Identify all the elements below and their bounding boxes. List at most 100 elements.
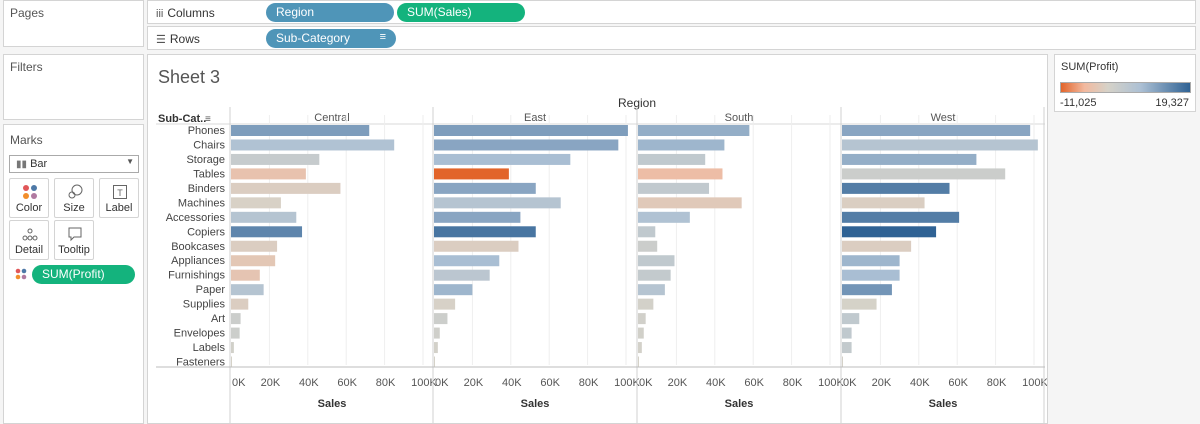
x-tick-label: 0K bbox=[232, 377, 246, 389]
x-axis-title: Sales bbox=[521, 398, 550, 410]
mark-type-select[interactable]: ▮▮ Bar ▼ bbox=[9, 155, 139, 173]
rows-icon: ☰ bbox=[156, 34, 166, 46]
pages-card[interactable]: Pages bbox=[3, 0, 144, 47]
x-tick-label: 100K bbox=[1022, 377, 1047, 389]
bar-art bbox=[638, 313, 646, 325]
bar-labels bbox=[231, 342, 234, 354]
label-button[interactable]: T Label bbox=[99, 178, 139, 218]
bar-fasteners bbox=[638, 356, 639, 368]
category-label: Paper bbox=[196, 284, 226, 296]
bar-paper bbox=[842, 284, 892, 296]
x-tick-label: 0K bbox=[639, 377, 653, 389]
x-tick-label: 80K bbox=[376, 377, 396, 389]
bar-furnishings bbox=[231, 269, 260, 281]
panel-header: Central bbox=[314, 112, 349, 124]
bar-copiers bbox=[842, 226, 937, 238]
bar-binders bbox=[434, 182, 536, 194]
x-axis-title: Sales bbox=[929, 398, 958, 410]
columns-shelf[interactable]: iii Columns Region SUM(Sales) bbox=[147, 0, 1196, 24]
pages-card-title: Pages bbox=[10, 6, 45, 20]
category-label: Storage bbox=[186, 154, 225, 166]
panel-header: East bbox=[524, 112, 546, 124]
row-header-sub-category[interactable]: Sub-Cat.. bbox=[158, 113, 206, 125]
bar-fasteners bbox=[231, 356, 232, 368]
tooltip-button[interactable]: Tooltip bbox=[54, 220, 94, 260]
color-field-pill[interactable]: SUM(Profit) bbox=[32, 265, 135, 284]
category-label: Envelopes bbox=[174, 328, 226, 340]
bar-fasteners bbox=[434, 356, 435, 368]
bar-furnishings bbox=[842, 269, 900, 281]
bar-storage bbox=[842, 153, 977, 165]
x-tick-label: 100K bbox=[411, 377, 437, 389]
bar-labels bbox=[434, 342, 438, 354]
sort-descending-icon: ≡ bbox=[379, 31, 386, 43]
bar-accessories bbox=[231, 211, 297, 223]
color-icon bbox=[23, 185, 37, 199]
bar-binders bbox=[231, 182, 341, 194]
bar-supplies bbox=[231, 298, 249, 310]
color-encoding-icon bbox=[15, 268, 27, 283]
size-icon bbox=[68, 184, 83, 199]
x-tick-label: 100K bbox=[614, 377, 640, 389]
category-label: Tables bbox=[193, 168, 225, 180]
marks-card-title: Marks bbox=[10, 133, 43, 147]
bar-chart: Sheet 3 Region Sub-Cat.. ≡ Phones Chairs S… bbox=[156, 67, 1047, 423]
size-button[interactable]: Size bbox=[54, 178, 94, 218]
category-label: Appliances bbox=[171, 255, 225, 267]
category-label: Fasteners bbox=[176, 357, 225, 369]
x-axis-title: Sales bbox=[318, 398, 347, 410]
columns-icon: iii bbox=[156, 8, 164, 20]
region-pill[interactable]: Region bbox=[266, 3, 394, 22]
sum-sales-pill-label: SUM(Sales) bbox=[407, 5, 472, 19]
color-legend[interactable]: SUM(Profit) -11,025 19,327 bbox=[1054, 54, 1196, 112]
sheet-title: Sheet 3 bbox=[158, 67, 220, 87]
sum-sales-pill[interactable]: SUM(Sales) bbox=[397, 3, 525, 22]
category-label: Chairs bbox=[193, 139, 225, 151]
bar-appliances bbox=[638, 255, 675, 267]
bar-copiers bbox=[638, 226, 656, 238]
bar-accessories bbox=[842, 211, 960, 223]
detail-button[interactable]: Detail bbox=[9, 220, 49, 260]
bar-storage bbox=[434, 153, 571, 165]
x-tick-label: 80K bbox=[579, 377, 599, 389]
filters-card[interactable]: Filters bbox=[3, 54, 144, 120]
rows-shelf[interactable]: ☰ Rows Sub-Category ≡ bbox=[147, 26, 1196, 50]
x-tick-label: 40K bbox=[910, 377, 930, 389]
sub-category-pill[interactable]: Sub-Category ≡ bbox=[266, 29, 396, 48]
bar-bookcases bbox=[231, 240, 278, 252]
bar-supplies bbox=[638, 298, 654, 310]
x-tick-label: 40K bbox=[706, 377, 726, 389]
x-tick-label: 20K bbox=[872, 377, 892, 389]
bar-phones bbox=[842, 125, 1031, 136]
color-button[interactable]: Color bbox=[9, 178, 49, 218]
category-label: Supplies bbox=[183, 299, 226, 311]
bar-art bbox=[842, 313, 860, 325]
bar-art bbox=[231, 313, 241, 325]
bar-appliances bbox=[434, 255, 500, 267]
color-button-label: Color bbox=[15, 202, 43, 214]
bar-envelopes bbox=[842, 327, 852, 339]
label-button-label: Label bbox=[105, 202, 133, 214]
legend-title: SUM(Profit) bbox=[1061, 61, 1119, 73]
filters-card-title: Filters bbox=[10, 60, 43, 74]
legend-max-label: 19,327 bbox=[1155, 97, 1189, 109]
bar-bookcases bbox=[638, 240, 658, 252]
x-tick-label: 60K bbox=[948, 377, 968, 389]
bar-tables bbox=[434, 168, 509, 180]
bar-labels bbox=[638, 342, 642, 354]
sheet-view: Sheet 3 Region Sub-Cat.. ≡ Phones Chairs S… bbox=[147, 54, 1048, 424]
sort-descending-icon[interactable]: ≡ bbox=[205, 114, 211, 125]
x-tick-label: 40K bbox=[502, 377, 522, 389]
bar-tables bbox=[638, 168, 723, 180]
x-tick-label: 60K bbox=[744, 377, 764, 389]
bar-furnishings bbox=[434, 269, 490, 281]
bar-chairs bbox=[231, 139, 395, 151]
bar-appliances bbox=[842, 255, 900, 267]
x-tick-label: 40K bbox=[299, 377, 319, 389]
bar-copiers bbox=[231, 226, 303, 238]
bar-machines bbox=[842, 197, 925, 209]
x-tick-label: 80K bbox=[987, 377, 1007, 389]
bar-fasteners bbox=[842, 356, 843, 368]
bar-envelopes bbox=[638, 327, 644, 339]
bar-phones bbox=[434, 125, 628, 136]
